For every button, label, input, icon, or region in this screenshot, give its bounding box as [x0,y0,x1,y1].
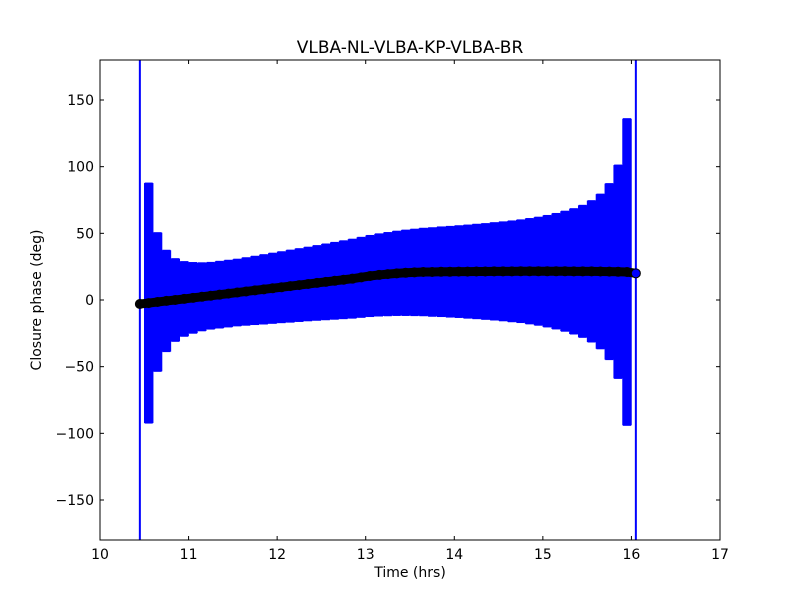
data-point [418,267,429,277]
errorbar [634,60,637,540]
data-point [205,290,216,301]
data-point [382,269,393,280]
data-point [250,285,260,296]
data-point [196,291,207,302]
data-point [241,286,252,297]
points-layer [134,266,641,309]
data-point [258,284,269,295]
data-point [320,276,331,287]
x-tick-label: 10 [91,547,109,563]
data-point [480,266,491,277]
data-point [613,266,624,277]
data-point [560,266,570,277]
data-point [604,266,615,277]
data-point [232,287,243,298]
data-point [338,274,349,285]
data-point [294,280,305,291]
data-point [471,266,482,277]
chart-title: VLBA-NL-VLBA-KP-VLBA-BR [297,38,524,58]
data-point [365,271,376,281]
data-point [223,288,234,299]
y-tick-label: 0 [85,293,94,309]
y-tick-label: 50 [76,226,94,242]
data-point [179,293,190,304]
data-point [586,266,597,277]
data-point [524,266,535,277]
data-point [427,267,438,277]
data-point [391,268,402,279]
x-tick-label: 15 [534,547,552,563]
x-axis: 10 11 12 13 14 15 16 17 [91,60,729,563]
y-axis: −150 −100 −50 0 50 100 150 [56,93,720,509]
data-point [134,299,145,309]
data-point [214,289,225,300]
data-point [506,266,517,277]
data-point [276,282,287,293]
y-tick-label: −150 [56,493,94,509]
data-point [312,277,322,288]
data-point [622,267,632,277]
x-tick-label: 11 [180,547,198,563]
x-tick-label: 17 [711,547,729,563]
data-point [161,295,172,306]
y-tick-label: −50 [64,360,94,376]
data-point [356,272,367,283]
data-point [170,295,181,305]
data-point [515,266,526,277]
data-point [267,283,278,294]
data-point [498,266,508,277]
data-point [489,266,500,277]
x-tick-label: 13 [357,547,375,563]
data-point [453,266,464,277]
data-point [533,266,544,277]
data-point [551,266,562,277]
x-axis-label: Time (hrs) [373,565,446,581]
data-point [285,281,296,292]
data-point [143,298,154,309]
data-point [462,266,473,277]
y-axis-label: Closure phase (deg) [29,230,45,371]
data-point [188,292,198,303]
x-tick-label: 14 [445,547,463,563]
data-point [542,266,553,277]
data-point [577,266,588,277]
data-point [444,266,455,277]
y-tick-label: 100 [67,160,94,176]
data-point [568,266,579,277]
data-point [436,266,446,277]
data-point [595,266,606,277]
data-point [374,269,384,280]
data-point [409,267,420,278]
x-tick-label: 12 [268,547,286,563]
data-point [303,279,314,289]
y-tick-label: −100 [56,426,94,442]
y-tick-label: 150 [67,93,94,109]
data-point [400,267,411,278]
data-point [347,273,358,284]
x-tick-label: 16 [623,547,641,563]
data-point [329,275,340,286]
data-point [152,297,163,307]
data-point [630,268,641,279]
